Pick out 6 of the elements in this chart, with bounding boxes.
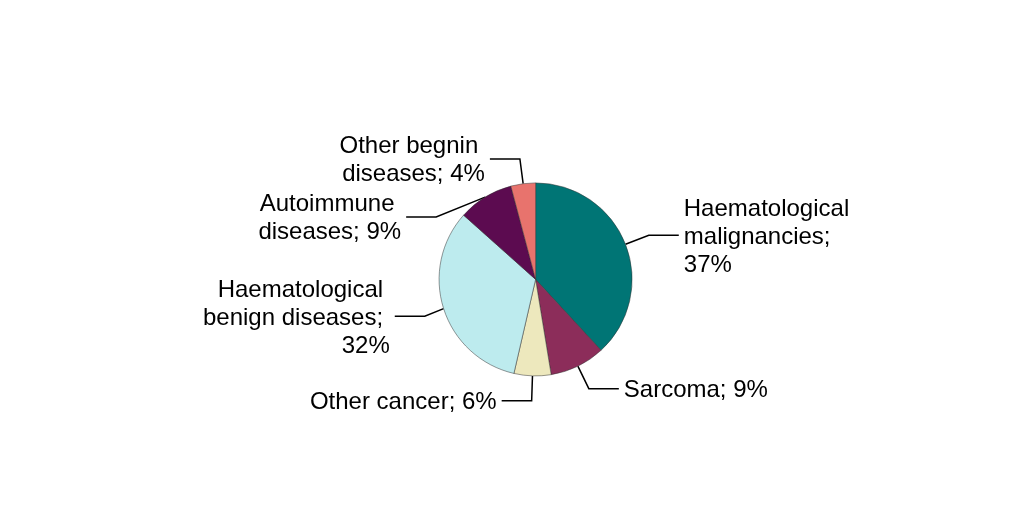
slice-label: Haematological malignancies; 37% [683,193,856,277]
slice-label: Autoimmune diseases; 9% [258,189,402,245]
slice-label: Other begnin diseases; 4% [339,131,485,187]
slice-label: Other cancer; 6% [309,387,497,415]
slice-label: Haematological benign diseases; 32% [202,274,390,358]
slice-label: Sarcoma; 9% [623,375,768,403]
